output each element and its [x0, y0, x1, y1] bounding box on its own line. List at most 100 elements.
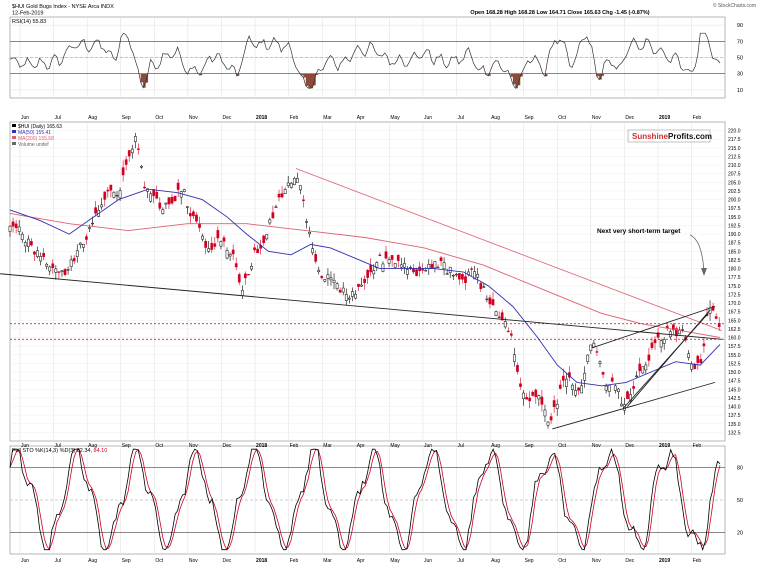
candle-body	[662, 339, 666, 344]
sto-x-tick-label: Sep	[122, 558, 131, 564]
candle-body	[699, 359, 703, 363]
price-x-tick-label: Feb	[290, 443, 299, 449]
price-tick-label: 175.0	[728, 284, 741, 290]
candle-body	[506, 330, 510, 333]
candle-body	[387, 259, 391, 264]
candle-body	[201, 235, 204, 240]
candle-body	[195, 214, 198, 222]
price-x-tick-label: Aug	[88, 443, 97, 449]
candle-body	[620, 403, 623, 407]
price-tick-label: 170.0	[728, 301, 741, 307]
candle-body	[442, 262, 446, 270]
price-tick-label: 190.0	[728, 232, 741, 238]
sto-x-tick-label: Aug	[88, 558, 97, 564]
price-tick-label: 205.0	[728, 180, 741, 186]
candle-body	[378, 254, 382, 257]
target-annotation: Next very short-term target	[597, 228, 681, 235]
sto-x-tick-label: Feb	[693, 558, 702, 564]
rsi-x-tick-label: Nov	[189, 115, 198, 121]
brand-part-1: Sunshine	[632, 132, 669, 141]
sto-x-tick-label: Nov	[592, 558, 601, 564]
candle-body	[94, 207, 97, 214]
candle-body	[149, 193, 152, 202]
candle-body	[48, 266, 52, 272]
ma50-line	[9, 188, 721, 387]
chart-date: 12-Feb-2019	[12, 11, 44, 17]
candle-body	[613, 385, 617, 391]
price-legend-entry: MA(50) 155.41	[18, 130, 51, 136]
candle-body	[711, 305, 715, 311]
sto-x-tick-label: Mar	[323, 558, 332, 564]
price-x-tick-label: Jul	[55, 443, 61, 449]
annotation-arrowhead	[701, 268, 707, 276]
price-tick-label: 197.5	[728, 206, 741, 212]
candle-body	[406, 269, 409, 275]
price-x-tick-label: Feb	[693, 443, 702, 449]
candle-body	[23, 242, 27, 247]
candle-body	[555, 404, 559, 409]
candle-body	[381, 263, 385, 272]
candle-body	[140, 166, 143, 168]
sto-title: Full STO %K(14,3) %D(3) 82.34, 84.10	[12, 448, 107, 454]
candle-body	[583, 372, 587, 381]
candle-body	[289, 182, 293, 188]
candle-body	[635, 375, 639, 377]
candle-body	[351, 291, 354, 297]
price-tick-label: 145.0	[728, 387, 741, 393]
candle-body	[66, 269, 70, 271]
candle-body	[445, 273, 449, 275]
candle-body	[399, 264, 403, 268]
candle-body	[641, 366, 645, 374]
candle-body	[470, 268, 473, 270]
rsi-tick-label: 10	[737, 88, 743, 94]
legend-swatch	[12, 130, 16, 133]
candle-body	[274, 206, 278, 208]
rsi-x-tick-label: Aug	[88, 115, 97, 121]
candle-body	[409, 267, 412, 269]
candle-body	[161, 209, 165, 214]
candle-body	[109, 184, 113, 191]
sto-tick-label: 50	[737, 498, 743, 504]
candle-body	[100, 204, 104, 208]
candle-body	[357, 283, 360, 287]
candle-body	[283, 189, 287, 194]
candle-body	[185, 206, 189, 208]
candle-body	[207, 248, 211, 252]
rsi-x-tick-label: Jun	[21, 115, 29, 121]
price-x-tick-label: 2019	[659, 443, 670, 449]
candle-body	[601, 372, 605, 375]
candle-body	[509, 333, 513, 336]
sto-x-tick-label: Oct	[558, 558, 566, 564]
candle-body	[26, 238, 30, 247]
rsi-title: RSI(14) 55.83	[12, 19, 46, 25]
candle-body	[344, 293, 348, 301]
rsi-x-tick-label: Apr	[357, 115, 365, 121]
candle-body	[372, 270, 376, 275]
price-x-tick-label: Sep	[525, 443, 534, 449]
candle-body	[216, 230, 220, 239]
candle-body	[173, 195, 177, 202]
candle-body	[45, 263, 49, 267]
candle-body	[17, 226, 21, 232]
sto-k-line	[9, 447, 721, 552]
candle-body	[436, 266, 440, 269]
candle-body	[604, 385, 608, 391]
sto-x-tick-label: Dec	[625, 558, 634, 564]
sto-x-tick-label: Jul	[55, 558, 61, 564]
candle-body	[292, 178, 296, 186]
candle-body	[286, 182, 290, 187]
candle-body	[458, 273, 461, 280]
sto-x-tick-label: Dec	[222, 558, 231, 564]
rsi-tick-label: 70	[737, 39, 743, 45]
candle-body	[513, 354, 516, 362]
price-tick-label: 167.5	[728, 310, 741, 316]
price-tick-label: 180.0	[728, 267, 741, 273]
candle-body	[112, 191, 116, 198]
candle-body	[262, 235, 266, 244]
candle-body	[329, 277, 333, 281]
price-tick-label: 162.5	[728, 327, 741, 333]
price-tick-label: 150.0	[728, 370, 741, 376]
candle-body	[253, 247, 256, 251]
candle-body	[503, 321, 507, 328]
price-tick-label: 132.5	[728, 430, 741, 436]
